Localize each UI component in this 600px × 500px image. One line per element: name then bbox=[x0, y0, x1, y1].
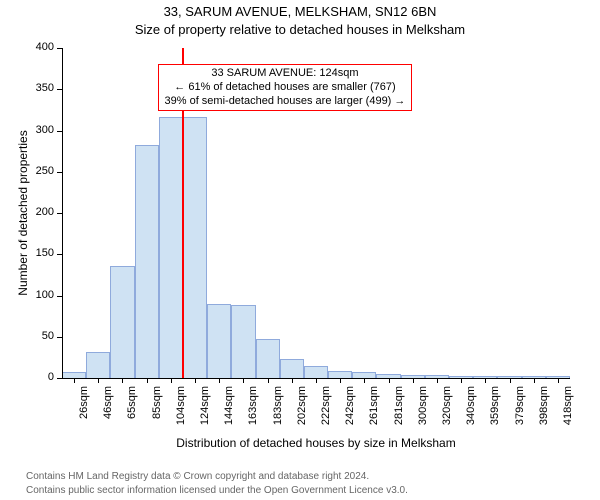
histogram-bar bbox=[135, 145, 159, 378]
y-axis-line bbox=[62, 48, 63, 378]
x-tick bbox=[74, 378, 75, 383]
footer-line1: Contains HM Land Registry data © Crown c… bbox=[26, 471, 369, 482]
x-tick bbox=[413, 378, 414, 383]
x-tick bbox=[534, 378, 535, 383]
x-tick bbox=[558, 378, 559, 383]
histogram-bar bbox=[183, 117, 207, 378]
x-tick-label: 242sqm bbox=[344, 386, 356, 436]
x-tick-label: 261sqm bbox=[368, 386, 380, 436]
histogram-bar bbox=[86, 352, 110, 378]
histogram-bar bbox=[231, 305, 255, 378]
x-axis-label: Distribution of detached houses by size … bbox=[62, 436, 570, 450]
x-tick bbox=[437, 378, 438, 383]
x-tick bbox=[195, 378, 196, 383]
x-tick bbox=[461, 378, 462, 383]
x-tick-label: 144sqm bbox=[223, 386, 235, 436]
histogram-bar bbox=[207, 304, 231, 378]
annotation-line3: 39% of semi-detached houses are larger (… bbox=[165, 95, 406, 109]
x-tick-label: 65sqm bbox=[126, 386, 138, 436]
x-tick-label: 85sqm bbox=[151, 386, 163, 436]
y-tick bbox=[57, 131, 62, 132]
x-tick-label: 104sqm bbox=[175, 386, 187, 436]
histogram-bar bbox=[280, 359, 304, 378]
plot-area: 33 SARUM AVENUE: 124sqm← 61% of detached… bbox=[62, 48, 570, 378]
x-tick-label: 124sqm bbox=[199, 386, 211, 436]
x-tick bbox=[219, 378, 220, 383]
histogram-bar bbox=[304, 366, 328, 378]
x-tick-label: 202sqm bbox=[296, 386, 308, 436]
histogram-bar bbox=[159, 117, 183, 378]
x-tick-label: 300sqm bbox=[417, 386, 429, 436]
annotation-box: 33 SARUM AVENUE: 124sqm← 61% of detached… bbox=[158, 64, 413, 111]
annotation-line1: 33 SARUM AVENUE: 124sqm bbox=[165, 67, 406, 81]
y-tick bbox=[57, 48, 62, 49]
x-tick bbox=[510, 378, 511, 383]
x-tick-label: 222sqm bbox=[320, 386, 332, 436]
y-tick bbox=[57, 296, 62, 297]
y-tick bbox=[57, 378, 62, 379]
chart-area: 33 SARUM AVENUE: 124sqm← 61% of detached… bbox=[0, 0, 600, 500]
x-tick-label: 163sqm bbox=[247, 386, 259, 436]
x-tick bbox=[316, 378, 317, 383]
x-tick bbox=[268, 378, 269, 383]
y-tick bbox=[57, 213, 62, 214]
x-tick-label: 46sqm bbox=[102, 386, 114, 436]
x-tick-label: 320sqm bbox=[441, 386, 453, 436]
annotation-line2: ← 61% of detached houses are smaller (76… bbox=[165, 81, 406, 95]
y-tick bbox=[57, 172, 62, 173]
x-tick bbox=[364, 378, 365, 383]
footer-line2: Contains public sector information licen… bbox=[26, 485, 408, 496]
x-tick-label: 398sqm bbox=[538, 386, 550, 436]
x-tick bbox=[485, 378, 486, 383]
x-tick-label: 379sqm bbox=[514, 386, 526, 436]
x-tick-label: 359sqm bbox=[489, 386, 501, 436]
x-tick bbox=[98, 378, 99, 383]
x-tick bbox=[389, 378, 390, 383]
x-tick-label: 281sqm bbox=[393, 386, 405, 436]
x-tick bbox=[122, 378, 123, 383]
x-tick-label: 418sqm bbox=[562, 386, 574, 436]
x-tick-label: 183sqm bbox=[272, 386, 284, 436]
histogram-bar bbox=[328, 371, 352, 378]
x-tick-label: 340sqm bbox=[465, 386, 477, 436]
histogram-bar bbox=[256, 339, 280, 378]
x-tick bbox=[292, 378, 293, 383]
y-tick bbox=[57, 337, 62, 338]
x-tick bbox=[243, 378, 244, 383]
y-tick bbox=[57, 89, 62, 90]
y-axis-label: Number of detached properties bbox=[16, 48, 30, 378]
x-tick bbox=[340, 378, 341, 383]
x-tick bbox=[171, 378, 172, 383]
x-tick bbox=[147, 378, 148, 383]
y-tick bbox=[57, 254, 62, 255]
x-tick-label: 26sqm bbox=[78, 386, 90, 436]
histogram-bar bbox=[110, 266, 134, 378]
